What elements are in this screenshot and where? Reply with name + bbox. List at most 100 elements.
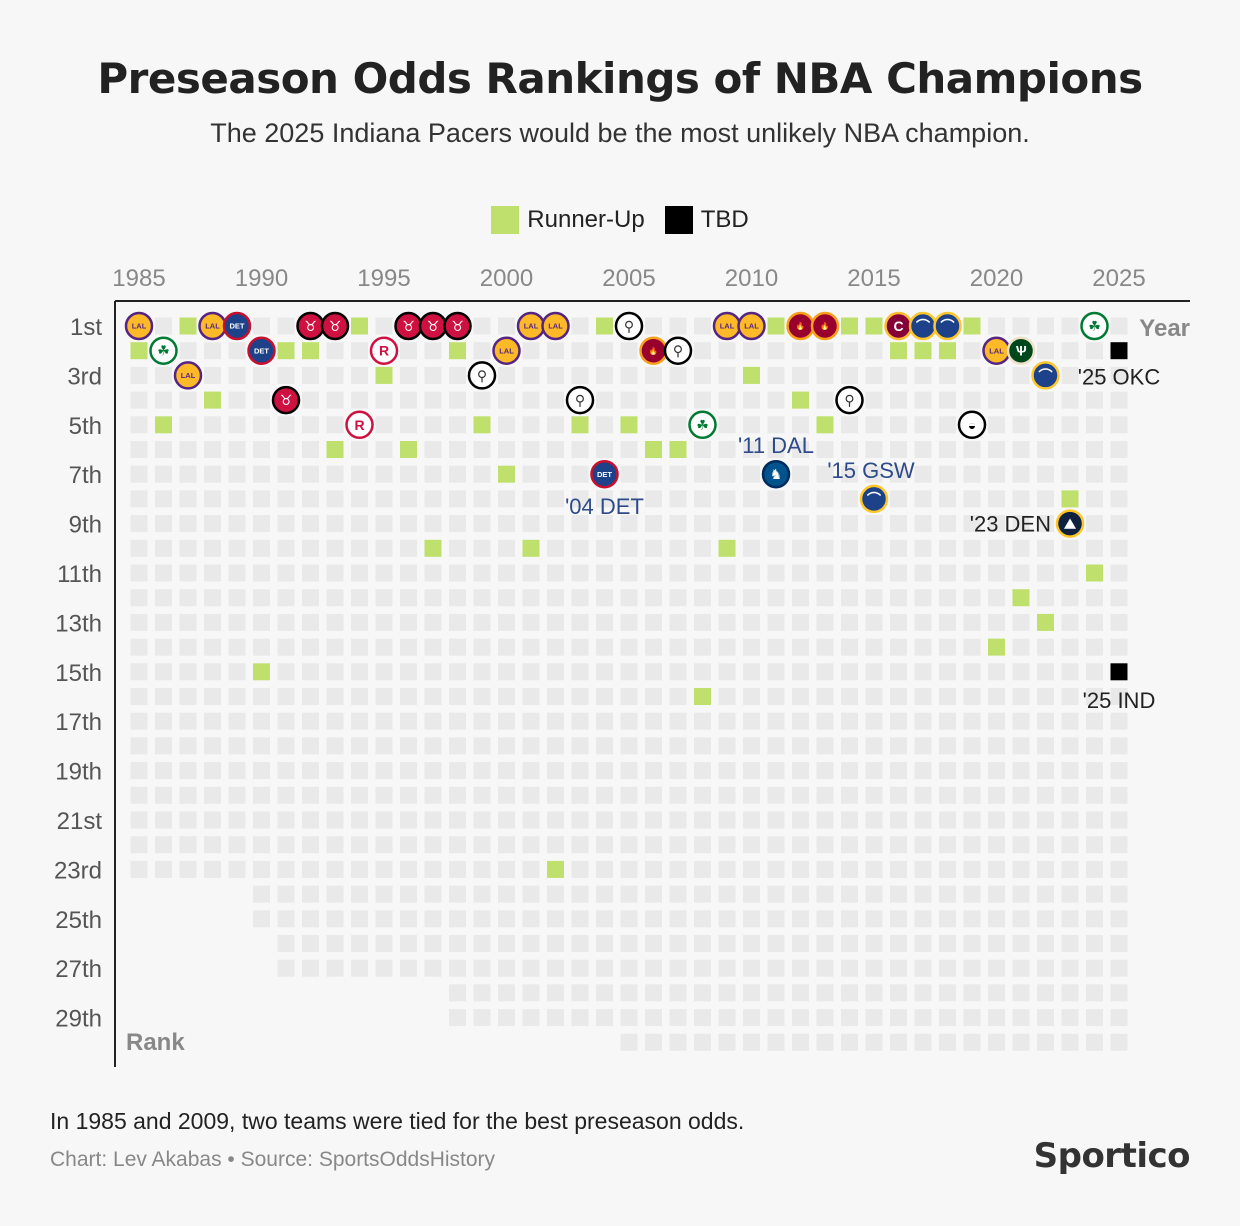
grid-cell <box>522 564 540 582</box>
mavericks-logo-icon: ♞ <box>761 459 791 489</box>
logo-glyph: ♉ <box>427 318 440 334</box>
grid-cell <box>792 465 809 483</box>
grid-cell <box>694 342 711 360</box>
grid-cell <box>841 342 858 360</box>
grid-cell <box>1110 762 1128 780</box>
grid-cell <box>155 786 172 804</box>
grid-cell <box>841 515 858 533</box>
annotation-label: '04 DET <box>565 494 644 519</box>
grid-cell <box>253 366 270 384</box>
grid-cell <box>841 836 858 854</box>
grid-cell <box>571 762 589 780</box>
grid-cell <box>522 589 540 607</box>
grid-cell <box>400 490 417 508</box>
grid-cell <box>988 935 1005 952</box>
grid-cell <box>914 811 932 829</box>
grid-cell <box>865 786 883 804</box>
grid-cell <box>424 564 442 582</box>
grid-cell <box>914 959 932 977</box>
grid-cell <box>1037 811 1054 829</box>
grid-cell <box>253 539 270 557</box>
grid-cell <box>571 366 589 384</box>
grid-cell <box>767 910 785 928</box>
lakers-logo-icon: LAL <box>737 311 766 341</box>
y-tick-label: 17th <box>55 709 102 736</box>
grid-cell <box>890 441 907 458</box>
grid-cell <box>1061 984 1079 1002</box>
grid-cell <box>694 663 711 681</box>
grid-cell <box>424 490 442 508</box>
grid-cell <box>130 688 148 705</box>
grid-cell <box>375 959 393 977</box>
grid-cell <box>890 490 907 508</box>
grid-cell <box>816 441 834 458</box>
logo-glyph: LAL <box>524 322 539 331</box>
grid-cell <box>1012 860 1030 878</box>
grid-cell <box>841 762 858 780</box>
grid-cell <box>204 860 221 878</box>
grid-cell <box>547 589 564 607</box>
grid-cell <box>792 688 809 705</box>
celtics-logo-icon: ☘ <box>149 336 178 365</box>
grid-cell <box>1061 935 1079 952</box>
grid-cell <box>596 786 613 804</box>
x-tick-label: 2000 <box>480 265 533 292</box>
grid-cell <box>522 366 540 384</box>
grid-cell <box>473 663 491 681</box>
grid-cell <box>179 515 197 533</box>
grid-cell <box>596 441 613 458</box>
grid-cell <box>1012 885 1030 903</box>
grid-cell <box>302 885 319 903</box>
grid-cell <box>375 638 393 656</box>
y-tick-label: 1st <box>70 314 102 341</box>
grid-cell <box>939 836 956 854</box>
grid-cell <box>865 935 883 952</box>
grid-cell <box>302 910 319 928</box>
grid-cell <box>890 366 907 384</box>
grid-cell <box>988 564 1005 582</box>
grid-cell <box>302 589 319 607</box>
lakers-logo-icon: LAL <box>516 311 546 341</box>
grid-cell <box>253 564 270 582</box>
grid-cell <box>522 786 540 804</box>
grid-cell <box>596 836 613 854</box>
grid-cell <box>302 515 319 533</box>
grid-cell <box>988 663 1005 681</box>
grid-cell <box>1086 490 1103 508</box>
grid-cell <box>449 762 466 780</box>
grid-cell <box>890 688 907 705</box>
grid-cell <box>743 613 760 631</box>
grid-cell <box>522 836 540 854</box>
grid-cell <box>155 638 172 656</box>
grid-cell <box>1037 885 1054 903</box>
grid-cell <box>939 860 956 878</box>
grid-cell <box>743 811 760 829</box>
runner-up-cell <box>130 342 148 360</box>
grid-cell <box>375 490 393 508</box>
grid-cell <box>400 539 417 557</box>
runner-up-cell <box>302 342 319 360</box>
grid-cell <box>155 811 172 829</box>
grid-cell <box>767 737 785 755</box>
grid-cell <box>718 984 736 1002</box>
grid-cell <box>865 836 883 854</box>
grid-cell <box>228 737 246 755</box>
x-tick-label: 2005 <box>602 265 655 292</box>
grid-cell <box>1012 490 1030 508</box>
grid-cell <box>571 613 589 631</box>
grid-cell <box>1037 564 1054 582</box>
runner-up-cell <box>498 465 515 483</box>
grid-cell <box>865 342 883 360</box>
grid-cell <box>743 539 760 557</box>
grid-cell <box>302 638 319 656</box>
x-tick-label: 1985 <box>112 265 165 292</box>
grid-cell <box>179 342 197 360</box>
grid-cell <box>351 613 368 631</box>
grid-cell <box>375 391 393 409</box>
grid-cell <box>645 465 662 483</box>
grid-cell <box>130 589 148 607</box>
grid-cell <box>718 959 736 977</box>
grid-cell <box>547 910 564 928</box>
grid-cell <box>1086 342 1103 360</box>
logo-circle <box>467 361 497 390</box>
